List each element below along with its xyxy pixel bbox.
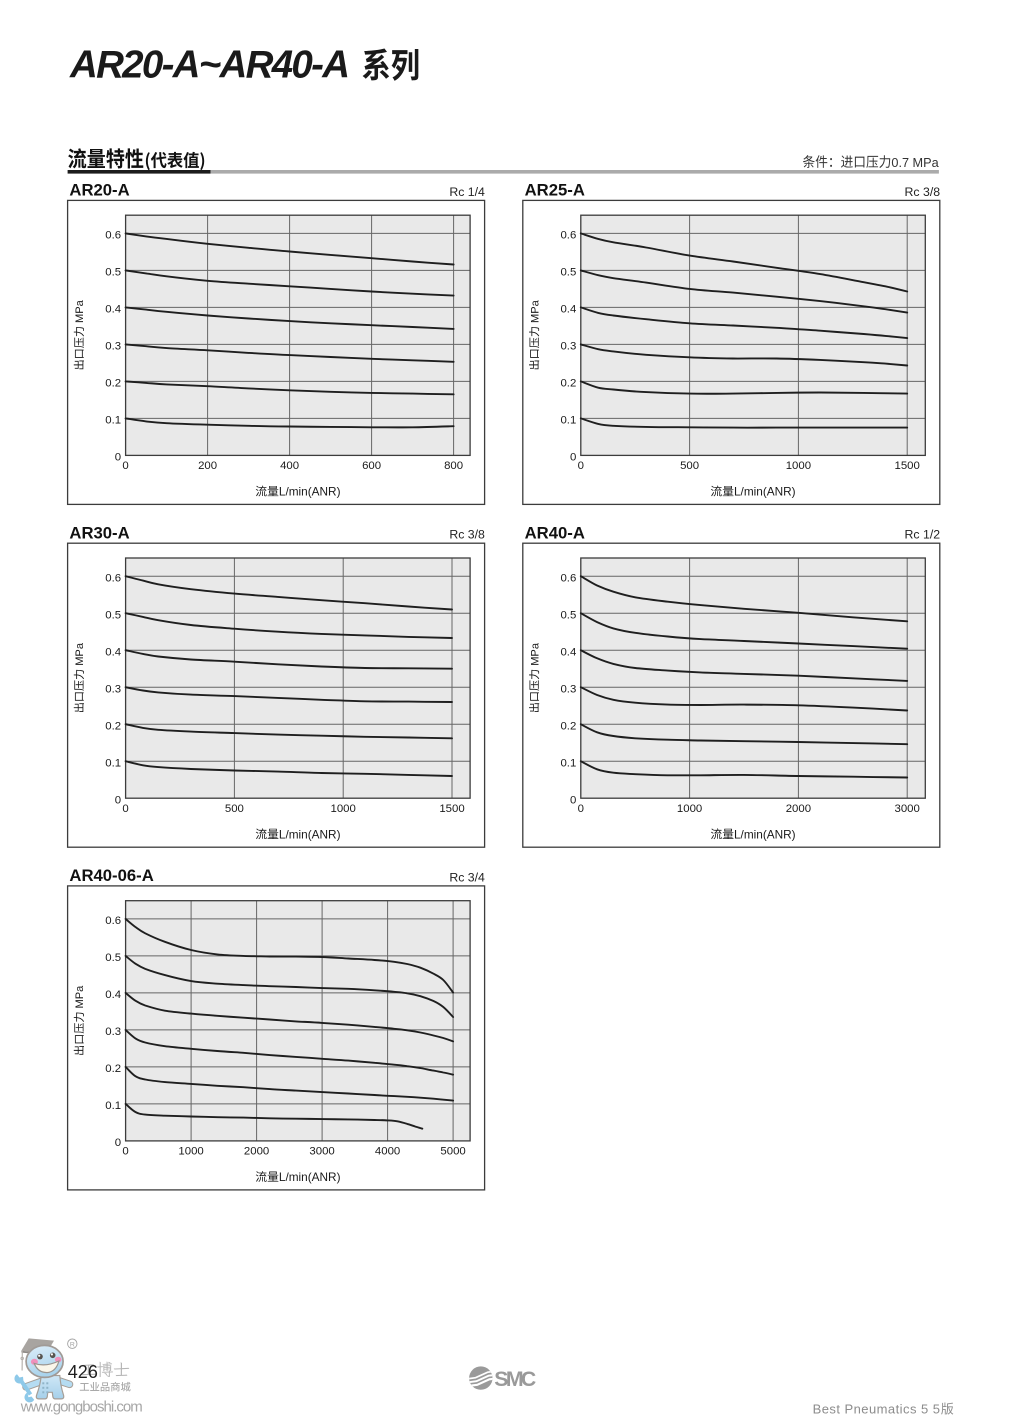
svg-text:500: 500 bbox=[225, 803, 244, 815]
svg-text:2000: 2000 bbox=[786, 803, 811, 815]
svg-text:0.2: 0.2 bbox=[105, 720, 121, 732]
svg-text:0: 0 bbox=[115, 794, 121, 806]
svg-text:500: 500 bbox=[680, 460, 699, 472]
svg-text:AR40-06-A: AR40-06-A bbox=[69, 866, 153, 885]
svg-text:0.6: 0.6 bbox=[105, 230, 121, 242]
svg-text:3000: 3000 bbox=[309, 1146, 334, 1158]
svg-text:AR40-A: AR40-A bbox=[525, 523, 585, 542]
svg-text:0.6: 0.6 bbox=[105, 915, 121, 927]
svg-text:0: 0 bbox=[578, 803, 584, 815]
svg-text:0.3: 0.3 bbox=[560, 683, 576, 695]
svg-text:0.2: 0.2 bbox=[560, 378, 576, 390]
svg-text:0: 0 bbox=[122, 460, 128, 472]
svg-text:R: R bbox=[70, 1341, 75, 1348]
svg-text:5000: 5000 bbox=[440, 1146, 465, 1158]
svg-text:0.1: 0.1 bbox=[105, 757, 121, 769]
svg-text:0.6: 0.6 bbox=[105, 572, 121, 584]
svg-text:0.2: 0.2 bbox=[105, 378, 121, 390]
svg-text:1500: 1500 bbox=[439, 803, 464, 815]
svg-text:Rc 1/4: Rc 1/4 bbox=[449, 185, 485, 199]
svg-text:0: 0 bbox=[578, 460, 584, 472]
svg-text:0.5: 0.5 bbox=[560, 267, 576, 279]
svg-text:0.5: 0.5 bbox=[105, 952, 121, 964]
svg-text:0.5: 0.5 bbox=[105, 267, 121, 279]
svg-text:1500: 1500 bbox=[895, 460, 920, 472]
svg-text:0: 0 bbox=[115, 452, 121, 464]
svg-text:Rc 3/8: Rc 3/8 bbox=[905, 185, 941, 199]
svg-text:0.4: 0.4 bbox=[105, 646, 121, 658]
svg-text:600: 600 bbox=[362, 460, 381, 472]
svg-text:AR30-A: AR30-A bbox=[69, 523, 129, 542]
svg-text:0.1: 0.1 bbox=[105, 1100, 121, 1112]
svg-text:www.gongboshi.com: www.gongboshi.com bbox=[20, 1399, 143, 1416]
svg-text:0.6: 0.6 bbox=[560, 572, 576, 584]
svg-text:0.1: 0.1 bbox=[560, 757, 576, 769]
svg-text:0.2: 0.2 bbox=[105, 1063, 121, 1075]
svg-text:0.1: 0.1 bbox=[105, 415, 121, 427]
svg-text:AR20-A~AR40-A: AR20-A~AR40-A bbox=[69, 44, 350, 87]
svg-text:200: 200 bbox=[198, 460, 217, 472]
svg-text:426: 426 bbox=[68, 1362, 98, 1382]
svg-text:0.1: 0.1 bbox=[560, 415, 576, 427]
svg-text:1000: 1000 bbox=[178, 1146, 203, 1158]
svg-text:0.5: 0.5 bbox=[560, 609, 576, 621]
svg-text:AR25-A: AR25-A bbox=[525, 181, 585, 200]
svg-text:0.3: 0.3 bbox=[560, 341, 576, 353]
svg-text:Rc 3/8: Rc 3/8 bbox=[449, 528, 485, 542]
svg-text:4000: 4000 bbox=[375, 1146, 400, 1158]
svg-text:0.3: 0.3 bbox=[105, 341, 121, 353]
svg-text:0.3: 0.3 bbox=[105, 1026, 121, 1038]
svg-text:0.6: 0.6 bbox=[560, 230, 576, 242]
svg-text:2000: 2000 bbox=[244, 1146, 269, 1158]
svg-text:1000: 1000 bbox=[677, 803, 702, 815]
svg-text:0.4: 0.4 bbox=[105, 989, 121, 1001]
svg-text:0: 0 bbox=[570, 452, 576, 464]
svg-text:400: 400 bbox=[280, 460, 299, 472]
svg-text:0: 0 bbox=[122, 803, 128, 815]
svg-text:0: 0 bbox=[570, 794, 576, 806]
svg-text:AR20-A: AR20-A bbox=[69, 181, 129, 200]
svg-text:0.4: 0.4 bbox=[560, 304, 576, 316]
svg-text:Rc 1/2: Rc 1/2 bbox=[905, 528, 941, 542]
svg-text:0.3: 0.3 bbox=[105, 683, 121, 695]
svg-text:0: 0 bbox=[115, 1137, 121, 1149]
svg-text:0.5: 0.5 bbox=[105, 609, 121, 621]
svg-text:Rc 3/4: Rc 3/4 bbox=[449, 870, 485, 884]
svg-text:0.2: 0.2 bbox=[560, 720, 576, 732]
svg-text:0.4: 0.4 bbox=[105, 304, 121, 316]
svg-text:3000: 3000 bbox=[895, 803, 920, 815]
svg-text:1000: 1000 bbox=[331, 803, 356, 815]
svg-text:1000: 1000 bbox=[786, 460, 811, 472]
svg-text:Best Pneumatics 5 5: Best Pneumatics 5 5 bbox=[813, 1402, 941, 1417]
svg-text:0.4: 0.4 bbox=[560, 646, 576, 658]
svg-text:800: 800 bbox=[444, 460, 463, 472]
svg-text:0.7 MPa: 0.7 MPa bbox=[891, 156, 939, 170]
svg-text:0: 0 bbox=[122, 1146, 128, 1158]
svg-text:SMC: SMC bbox=[494, 1367, 536, 1391]
